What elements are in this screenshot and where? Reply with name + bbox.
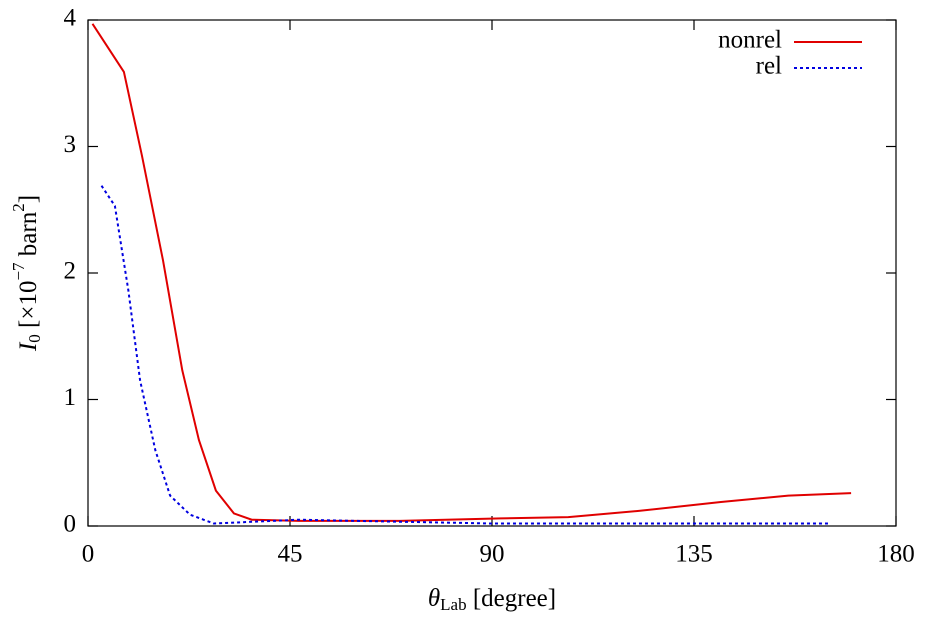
series-line: [100, 185, 829, 525]
label-part: barn: [15, 211, 42, 262]
label-part: ]: [15, 195, 42, 203]
series-line: [91, 23, 852, 522]
label-part: −7: [9, 262, 28, 281]
y-tick-label: 4: [64, 5, 77, 32]
x-axis-label: θLab [degree]: [428, 585, 556, 614]
label-part: θ: [428, 585, 440, 612]
x-tick-label: 45: [278, 541, 303, 568]
label-part: [×10: [15, 281, 42, 335]
label-part: [degree]: [467, 585, 557, 612]
y-tick-label: 3: [64, 131, 77, 158]
x-tick-label: 90: [480, 541, 505, 568]
x-tick-label: 0: [82, 541, 95, 568]
y-tick-label: 2: [64, 258, 77, 285]
plot-frame: [87, 19, 897, 527]
label-part: 2: [9, 203, 28, 212]
y-tick-label: 0: [64, 511, 77, 538]
legend-label: nonrel: [718, 27, 782, 54]
x-tick-label: 135: [675, 541, 713, 568]
label-part: I: [15, 341, 42, 352]
x-tick-label: 180: [877, 541, 915, 568]
y-tick-label: 1: [64, 384, 77, 411]
legend-label: rel: [756, 53, 782, 80]
label-part: 0: [25, 334, 44, 343]
y-axis-label: I0 [×10−7 barn2]: [9, 195, 44, 352]
label-part: Lab: [440, 595, 466, 614]
